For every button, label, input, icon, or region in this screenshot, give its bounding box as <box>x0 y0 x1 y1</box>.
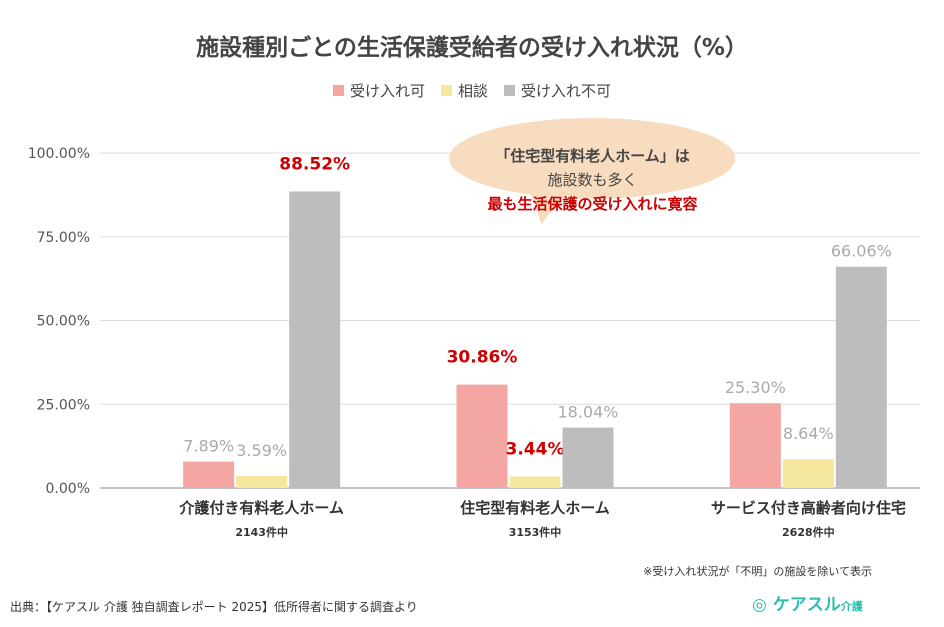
bar <box>456 384 508 488</box>
data-label: 7.89% <box>183 437 234 456</box>
x-tick-sublabel: 2628件中 <box>782 525 835 539</box>
data-label: 25.30% <box>725 378 786 397</box>
y-tick-label: 50.00% <box>37 314 90 330</box>
data-label: 3.44% <box>506 439 565 459</box>
data-label: 66.06% <box>831 242 892 261</box>
y-tick-label: 100.00% <box>28 146 90 162</box>
y-tick-label: 75.00% <box>37 230 90 246</box>
source: 出典：【ケアスル 介護 独自調査レポート 2025】低所得者に関する調査より <box>10 600 418 614</box>
x-tick-label: サービス付き高齢者向け住宅 <box>711 499 906 517</box>
legend-item: 相談 <box>440 80 488 101</box>
y-tick-label: 0.00% <box>46 481 90 497</box>
legend-swatch <box>440 85 452 96</box>
legend: 受け入れ可 相談 受け入れ不可 <box>0 80 944 101</box>
bar <box>835 266 887 488</box>
logo-text: ケアスル <box>772 595 841 615</box>
bar <box>289 191 341 488</box>
callout-line: 施設数も多く <box>547 171 638 189</box>
x-tick-label: 介護付き有料老人ホーム <box>178 499 344 517</box>
callout-line: 「住宅型有料老人ホーム」は <box>495 147 690 165</box>
bar <box>183 461 235 488</box>
bar <box>562 427 614 488</box>
logo-sub: 介護 <box>840 600 863 613</box>
data-label: 88.52% <box>279 154 350 174</box>
legend-item: 受け入れ不可 <box>504 80 611 101</box>
data-label: 3.59% <box>236 441 287 460</box>
x-tick-label: 住宅型有料老人ホーム <box>460 499 610 517</box>
logo: ◎ ケアスル介護 <box>752 595 863 615</box>
bar <box>782 459 834 488</box>
legend-item: 受け入れ可 <box>332 80 425 101</box>
data-label: 18.04% <box>557 403 618 422</box>
bar <box>236 475 288 488</box>
legend-label: 相談 <box>457 82 488 100</box>
legend-label: 受け入れ不可 <box>521 82 612 100</box>
legend-label: 受け入れ可 <box>349 82 425 100</box>
footnote: ※受け入れ状況が「不明」の施設を除いて表示 <box>643 565 872 578</box>
legend-swatch <box>332 85 344 96</box>
callout-text: 「住宅型有料老人ホーム」は 施設数も多く 最も生活保護の受け入れに寛容 <box>395 144 790 216</box>
y-tick-label: 25.00% <box>37 397 90 413</box>
chart-title: 施設種別ごとの生活保護受給者の受け入れ状況（%） <box>196 35 748 61</box>
callout-highlight: 最も生活保護の受け入れに寛容 <box>487 195 698 213</box>
x-tick-sublabel: 2143件中 <box>235 525 288 539</box>
callout-bubble <box>449 118 736 225</box>
bar <box>509 476 561 488</box>
x-tick-sublabel: 3153件中 <box>509 525 562 539</box>
legend-swatch <box>504 85 515 96</box>
bar <box>729 403 781 488</box>
data-label: 8.64% <box>783 424 834 443</box>
data-label: 30.86% <box>447 348 518 368</box>
